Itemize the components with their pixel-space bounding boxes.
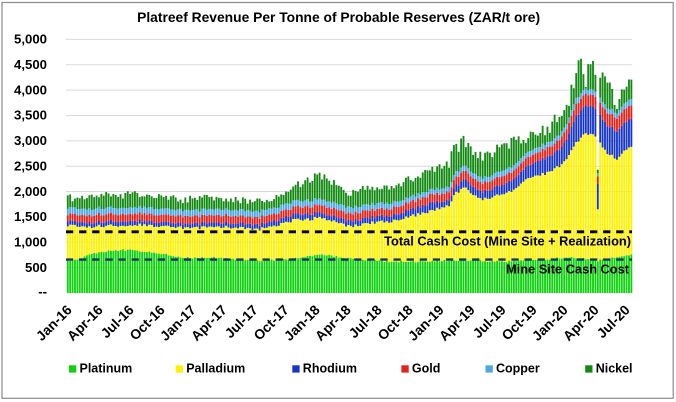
svg-text:1,500: 1,500	[14, 209, 47, 224]
svg-text:Palladium: Palladium	[186, 362, 245, 376]
svg-text:500: 500	[25, 260, 47, 275]
svg-text:5,000: 5,000	[14, 32, 47, 47]
svg-text:Total Cash Cost (Mine Site + R: Total Cash Cost (Mine Site + Realization…	[384, 233, 631, 248]
svg-text:2,500: 2,500	[14, 158, 47, 173]
svg-text:Rhodium: Rhodium	[303, 362, 357, 376]
svg-text:1,000: 1,000	[14, 234, 47, 249]
svg-text:--: --	[38, 284, 47, 299]
svg-text:Gold: Gold	[412, 362, 440, 376]
svg-text:Platreef Revenue Per Tonne of: Platreef Revenue Per Tonne of Probable R…	[137, 10, 540, 25]
svg-text:4,500: 4,500	[14, 57, 47, 72]
svg-text:Nickel: Nickel	[596, 362, 633, 376]
svg-text:Mine Site Cash Cost: Mine Site Cash Cost	[506, 262, 630, 277]
svg-text:Platinum: Platinum	[80, 362, 133, 376]
svg-text:3,500: 3,500	[14, 108, 47, 123]
svg-text:3,000: 3,000	[14, 133, 47, 148]
svg-text:4,000: 4,000	[14, 82, 47, 97]
svg-text:2,000: 2,000	[14, 184, 47, 199]
svg-text:Copper: Copper	[496, 362, 540, 376]
